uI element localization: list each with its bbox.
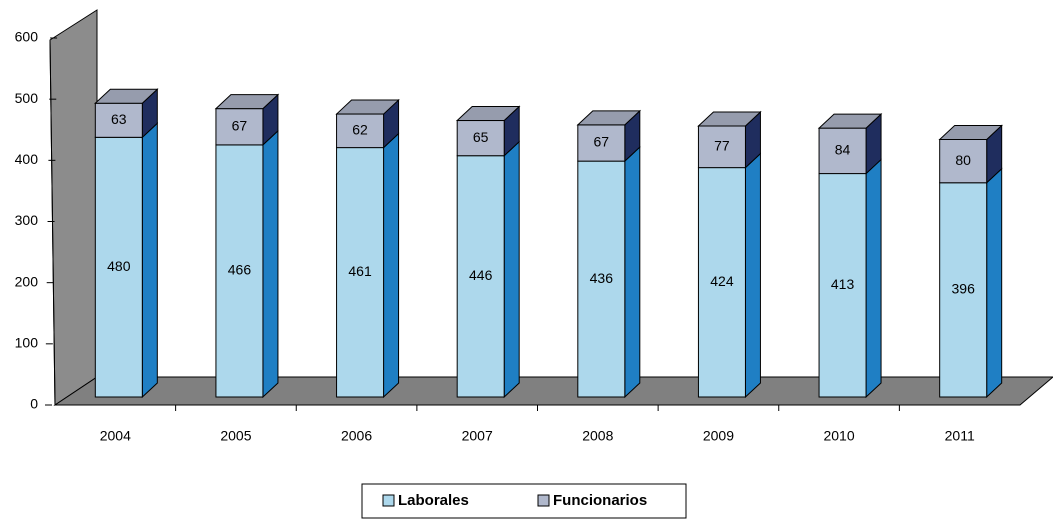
bar-top — [335, 99, 400, 115]
back-wall — [49, 9, 98, 406]
bar — [94, 136, 143, 398]
data-label: 461 — [348, 263, 372, 279]
data-label: 396 — [952, 281, 976, 297]
bar-top — [94, 88, 159, 104]
bar — [456, 155, 505, 398]
data-label: 424 — [710, 273, 734, 289]
bar-side — [865, 158, 882, 399]
data-label: 80 — [955, 152, 971, 168]
bar — [336, 113, 385, 149]
bar — [456, 120, 505, 157]
legend — [361, 483, 687, 519]
x-tick-label: 2006 — [341, 428, 372, 444]
legend-swatch — [537, 494, 550, 507]
bar-side — [503, 140, 520, 399]
y-axis — [49, 39, 56, 406]
bar-top — [697, 111, 762, 127]
bar — [94, 102, 143, 138]
floor — [53, 376, 1053, 406]
bar-side — [141, 122, 158, 399]
x-tick-label: 2009 — [703, 428, 734, 444]
bar-top — [576, 110, 642, 126]
y-tick-label: 400 — [15, 151, 39, 167]
data-label: 446 — [469, 267, 493, 283]
data-label: 77 — [714, 137, 730, 153]
y-tick-label: 600 — [15, 29, 39, 45]
bar-top — [455, 106, 521, 122]
bar — [697, 167, 746, 398]
bar — [697, 125, 746, 169]
bar-top — [938, 124, 1003, 140]
legend-label: Laborales — [398, 492, 469, 509]
y-tick-label: 500 — [15, 90, 39, 106]
legend-label: Funcionarios — [553, 492, 647, 509]
bar-side — [624, 145, 641, 399]
x-tick-label: 2008 — [582, 428, 613, 444]
data-label: 466 — [228, 262, 252, 278]
bar — [818, 127, 867, 175]
y-tick-label: 300 — [15, 212, 39, 228]
data-label: 84 — [835, 142, 851, 158]
bar-top — [214, 94, 280, 110]
x-tick-label: 2011 — [945, 428, 975, 444]
y-tick-label: 200 — [15, 273, 39, 289]
bar-side — [744, 152, 761, 399]
data-label: 436 — [590, 270, 614, 286]
bar-top — [817, 113, 883, 129]
data-label: 67 — [232, 117, 248, 133]
data-label: 62 — [352, 122, 368, 138]
data-label: 67 — [594, 134, 610, 150]
legend-swatch — [382, 494, 395, 507]
data-label: 480 — [107, 258, 131, 274]
x-tick-label: 2007 — [462, 428, 493, 444]
bar — [215, 144, 264, 398]
bar — [577, 124, 626, 162]
bar-side — [383, 132, 400, 399]
bar — [577, 160, 626, 398]
y-tick-label: 0 — [30, 396, 38, 412]
data-label: 65 — [473, 129, 489, 145]
x-tick-label: 2004 — [100, 428, 131, 444]
y-tick-label: 100 — [15, 335, 39, 351]
bar-side — [986, 167, 1003, 399]
bar — [818, 173, 867, 398]
x-tick-label: 2005 — [220, 428, 251, 444]
data-label: 63 — [111, 111, 127, 127]
bar — [939, 182, 988, 398]
data-label: 413 — [831, 276, 855, 292]
bar — [336, 147, 385, 398]
x-tick-label: 2010 — [823, 428, 854, 444]
bar-side — [262, 129, 279, 399]
